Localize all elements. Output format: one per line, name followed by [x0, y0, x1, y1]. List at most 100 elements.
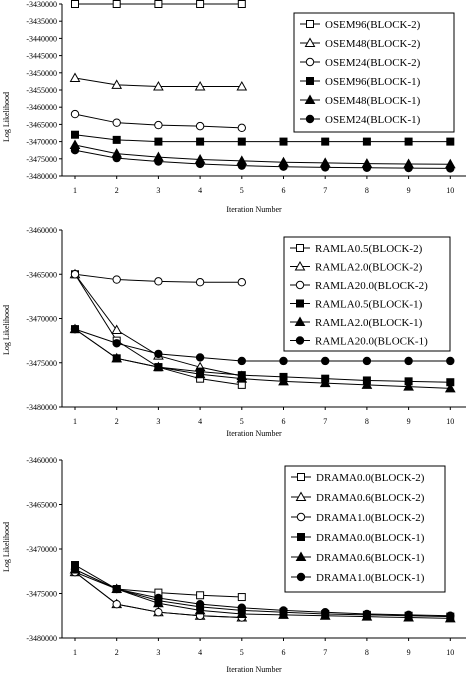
y-tick-label: -3450000	[26, 69, 57, 78]
legend-item: DRAMA1.0(BLOCK-1)	[291, 572, 425, 584]
data-point	[154, 157, 163, 166]
data-point	[196, 0, 205, 8]
x-axis-label: Iteration Number	[226, 665, 282, 674]
legend-label: OSEM48(BLOCK-1)	[325, 95, 421, 107]
data-point	[195, 353, 205, 362]
legend-label: DRAMA1.0(BLOCK-1)	[316, 572, 425, 584]
y-tick-label: -3465000	[26, 501, 57, 510]
y-tick-label: -3470000	[26, 138, 57, 147]
data-point	[154, 137, 163, 146]
y-tick-label: -3445000	[26, 52, 57, 61]
legend-item: DRAMA0.0(BLOCK-1)	[291, 532, 425, 544]
y-tick-label: -3465000	[26, 270, 57, 279]
data-point	[362, 356, 372, 366]
data-point	[237, 137, 246, 146]
legend-item: DRAMA1.0(BLOCK-2)	[291, 512, 425, 524]
data-point	[236, 373, 248, 383]
legend-label: OSEM48(BLOCK-2)	[325, 38, 421, 50]
data-point	[196, 137, 205, 146]
legend-marker	[304, 37, 316, 47]
legend-marker	[296, 299, 304, 308]
legend-item: DRAMA0.6(BLOCK-1)	[291, 551, 425, 564]
y-tick-label: -3480000	[26, 634, 57, 643]
legend-marker	[305, 114, 315, 124]
data-point	[71, 130, 79, 139]
x-tick-label: 6	[282, 186, 286, 195]
legend-item: OSEM24(BLOCK-1)	[300, 114, 421, 126]
data-point	[112, 275, 121, 284]
y-tick-label: -3460000	[26, 456, 57, 465]
data-point	[112, 339, 121, 348]
data-point	[112, 135, 121, 144]
series-line	[74, 564, 451, 618]
data-point	[71, 0, 79, 8]
data-point	[237, 356, 247, 366]
data-point	[279, 162, 288, 171]
x-tick-label: 9	[407, 648, 411, 657]
data-point	[112, 584, 121, 594]
y-tick-label: -3460000	[26, 103, 57, 112]
legend: RAMLA0.5(BLOCK-2) RAMLA2.0(BLOCK-2) RAMLA2…	[283, 236, 451, 352]
y-tick-label: -3470000	[26, 545, 57, 554]
data-point	[446, 356, 455, 366]
data-point	[237, 278, 247, 287]
legend-marker	[295, 491, 307, 501]
x-tick-label: 3	[156, 186, 160, 195]
data-point	[154, 607, 163, 617]
data-point	[112, 118, 121, 127]
y-axis-label: Log Likelihood	[2, 305, 11, 355]
x-tick-label: 10	[446, 648, 454, 657]
legend-marker	[305, 57, 315, 67]
data-point	[446, 164, 455, 173]
x-tick-label: 1	[73, 648, 77, 657]
y-tick-label: -3475000	[26, 155, 57, 164]
data-point	[153, 361, 164, 372]
legend-item: RAMLA2.0(BLOCK-2)	[290, 260, 423, 274]
x-tick-label: 4	[198, 417, 202, 426]
series	[70, 565, 455, 620]
data-point	[153, 81, 164, 91]
data-point	[403, 381, 414, 391]
data-point	[195, 121, 205, 131]
legend-item: RAMLA0.5(BLOCK-2)	[290, 243, 423, 255]
y-axis-label: Log Likelihood	[2, 92, 11, 142]
data-point	[321, 607, 330, 617]
data-point	[362, 163, 372, 172]
x-axis-label: Iteration Number	[226, 205, 282, 214]
data-point	[404, 163, 413, 173]
data-point	[70, 146, 80, 155]
data-point	[195, 159, 205, 169]
legend-box	[284, 465, 446, 593]
y-tick-label: -3480000	[26, 403, 57, 412]
x-tick-label: 6	[282, 648, 286, 657]
series	[69, 72, 248, 91]
data-point	[279, 137, 288, 146]
data-point	[446, 611, 455, 620]
y-tick-label: -3435000	[26, 17, 57, 26]
data-point	[236, 81, 248, 91]
plot-area: -3430000 -3435000 -3440000 -3445000 -3450000…	[26, 0, 466, 195]
legend-label: RAMLA2.0(BLOCK-1)	[315, 317, 423, 329]
legend-box	[283, 236, 451, 352]
x-tick-label: 8	[365, 648, 369, 657]
series-line	[74, 328, 451, 389]
legend-label: RAMLA20.0(BLOCK-1)	[315, 336, 428, 348]
legend-label: DRAMA0.6(BLOCK-2)	[316, 492, 425, 504]
data-point	[362, 137, 371, 146]
series-line	[74, 144, 451, 165]
data-point	[279, 606, 288, 615]
data-point	[112, 153, 121, 163]
x-tick-label: 2	[115, 648, 119, 657]
data-point	[70, 109, 80, 119]
x-tick-label: 4	[198, 648, 202, 657]
data-point	[111, 352, 123, 363]
data-point	[321, 137, 330, 146]
series-line	[74, 569, 451, 619]
data-point	[194, 604, 206, 615]
panel-2: Log Likelihood Iteration Number -3460000…	[2, 226, 466, 438]
legend-item: OSEM48(BLOCK-2)	[300, 37, 421, 50]
legend-label: RAMLA20.0(BLOCK-2)	[315, 280, 428, 292]
x-tick-label: 8	[365, 186, 369, 195]
y-tick-label: -3465000	[26, 120, 57, 129]
